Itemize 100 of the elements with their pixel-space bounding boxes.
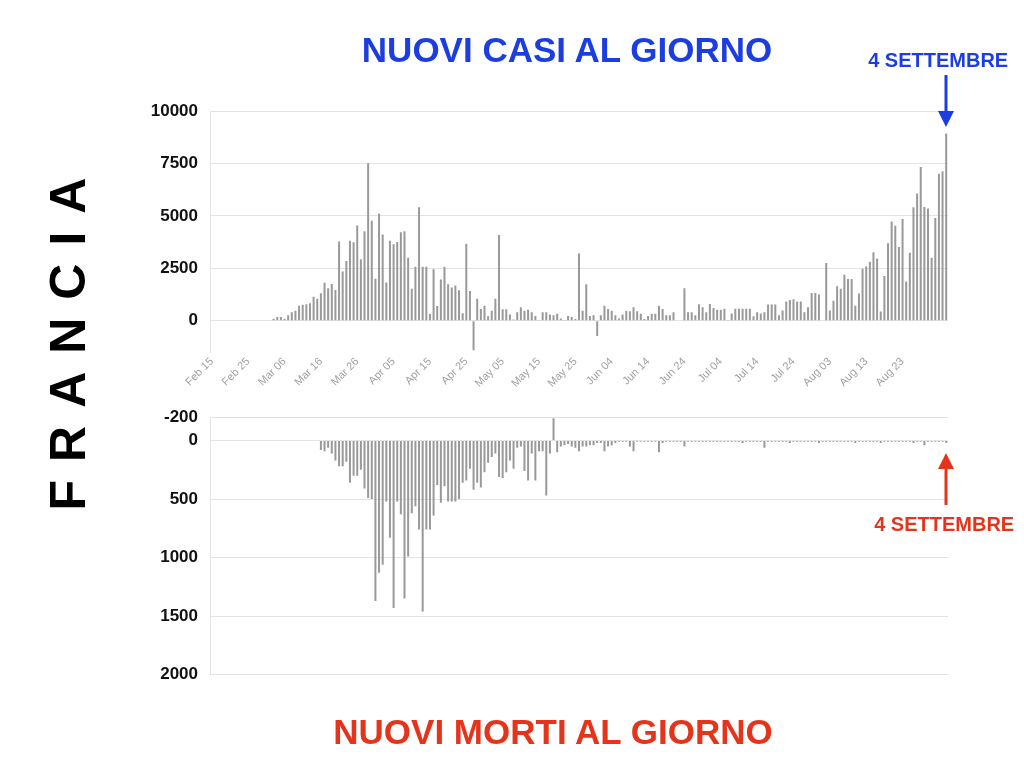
bar [428,441,431,530]
bar [359,441,362,470]
bar [334,441,337,461]
x-tick-label: Aug 13 [836,354,870,389]
bar [876,258,879,321]
bar [945,133,948,321]
bar [468,290,471,321]
bar [796,301,799,321]
bar [763,441,766,448]
bar [465,243,468,321]
bar [421,441,424,612]
bar [894,225,897,321]
y-axis-title: FRANCIA [39,159,97,511]
x-tick-label: Mar 16 [291,354,325,388]
bar [883,275,886,321]
bar [501,441,504,479]
bar [508,441,511,461]
bar [388,441,391,538]
x-tick-label: Apr 15 [402,354,434,387]
bar [668,315,671,321]
bar [330,284,333,321]
bar [737,308,740,321]
bar [872,252,875,321]
bar [472,441,475,490]
bar [414,266,417,321]
bar [628,311,631,321]
bar [432,441,435,516]
bar [919,166,922,321]
bar [327,441,330,448]
bar [683,441,686,447]
bar [294,310,297,321]
bar [319,293,322,321]
bar [432,269,435,321]
bar [578,441,580,452]
bar [585,441,588,447]
bar [556,313,559,321]
bar [447,284,450,321]
x-tick-label: Feb 25 [219,354,252,388]
bar [287,315,290,321]
bar [785,301,788,321]
bar [836,286,839,321]
bar [850,279,853,321]
x-tick-label: May 15 [508,354,543,389]
bar [556,441,559,453]
bar [476,298,479,321]
bar [552,418,555,441]
bar [897,246,900,321]
y-tick-label: 5000 [160,205,198,225]
bar [745,308,748,321]
bar [763,312,766,321]
bar [690,312,693,321]
bar [687,312,690,321]
x-tick-label: Jul 14 [731,354,761,385]
bar [927,208,930,321]
text: NUOVI MORTI AL GIORNO [333,712,773,752]
x-tick-label: Aug 23 [872,354,907,389]
y-tick-label: 1000 [160,547,198,567]
bar [428,314,431,321]
bar [461,441,464,483]
bar [367,441,370,498]
bar [465,441,468,481]
y-tick-label: 7500 [160,153,198,173]
bar [636,311,639,321]
bar [657,305,660,321]
bar [458,441,461,500]
bar [734,308,737,321]
bar [581,441,584,447]
bar [458,290,461,321]
bar [392,441,395,608]
bar [305,304,308,321]
bar [494,298,497,321]
bar [498,235,501,321]
bar [425,266,428,321]
bar [912,207,915,321]
bar [632,307,635,321]
bar [530,312,533,321]
x-tick-label: Apr 25 [438,354,470,387]
bar [788,299,791,321]
bar [570,441,573,447]
y-tick-label: 10000 [150,100,198,120]
bar [538,441,541,452]
bar [359,259,362,321]
bar [607,441,610,447]
bar [719,309,722,321]
bar [472,321,475,351]
bar [567,441,570,445]
y-tick-label: 2500 [160,258,198,278]
bar [708,303,711,321]
bar [774,304,777,321]
bar [527,441,530,481]
bar [545,441,548,496]
bar [392,244,395,321]
bar [552,315,555,321]
bar [290,312,293,321]
bar [563,441,566,446]
bar [450,287,453,321]
bar [454,285,457,321]
x-tick-label: Jun 14 [619,354,652,387]
bar [596,321,599,337]
bar [378,441,381,573]
